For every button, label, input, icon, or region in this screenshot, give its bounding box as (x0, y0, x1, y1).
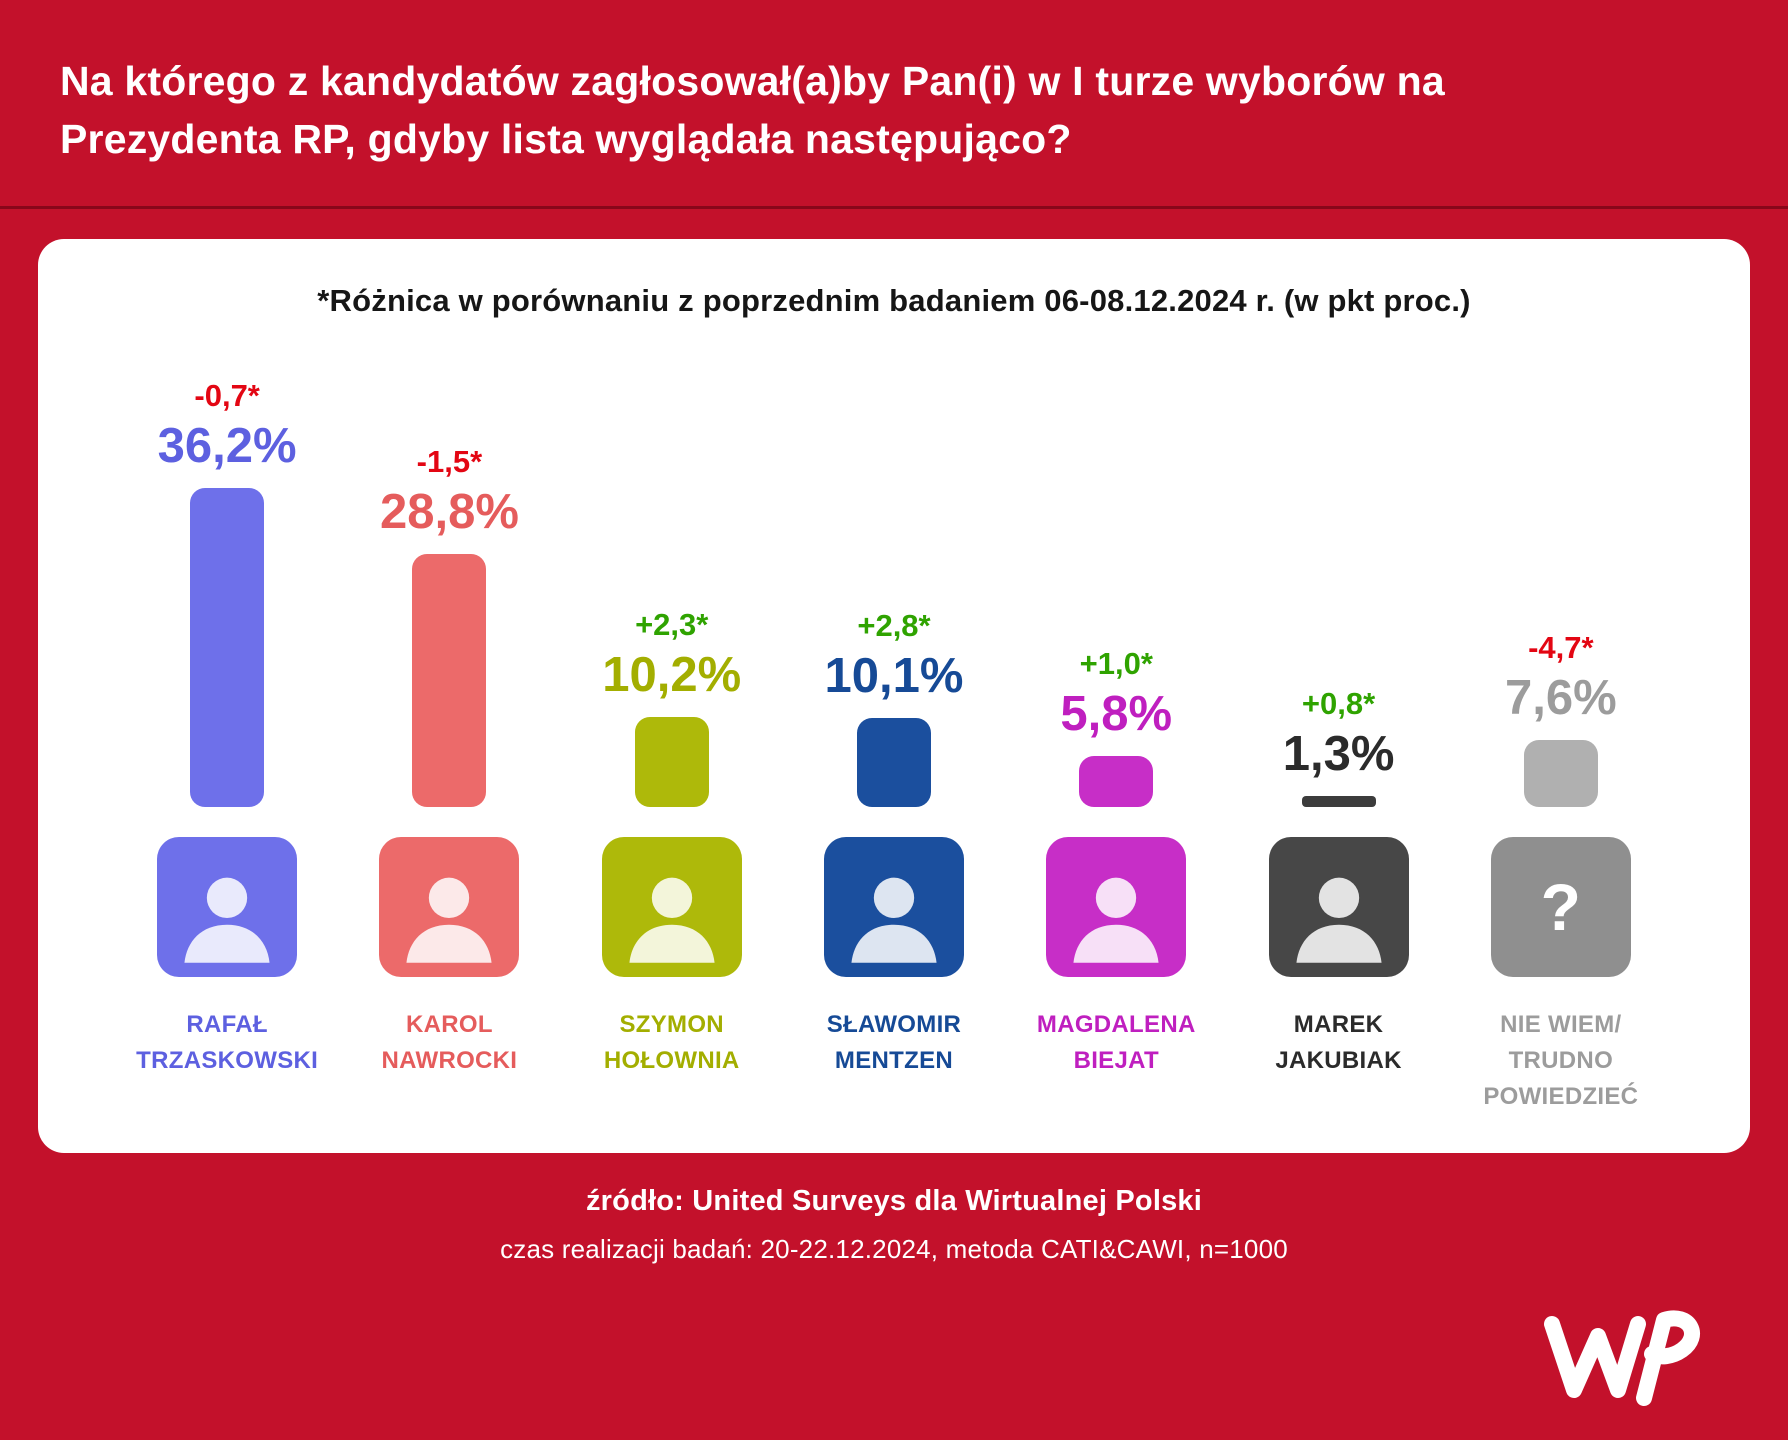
value-label: 7,6% (1504, 671, 1617, 726)
candidate-photo (601, 837, 742, 978)
change-label: +0,8* (1301, 686, 1376, 722)
candidate-name: NIE WIEM/ TRUDNO POWIEDZIEĆ (1483, 1011, 1639, 1111)
bar (856, 718, 931, 808)
bar (1301, 796, 1376, 808)
change-label: -4,7* (1528, 630, 1594, 666)
source-text: źródło: United Surveys dla Wirtualnej Po… (585, 1185, 1203, 1218)
bar (1079, 756, 1154, 808)
bar-stack: +2,8* 10,1% (824, 365, 964, 808)
person-icon (1295, 878, 1382, 964)
candidate-column: +2,3* 10,2% SZYMON HOŁOWNIA (561, 365, 783, 1115)
candidate-column: -1,5* 28,8% KAROL NAWROCKI (338, 365, 560, 1115)
bar (190, 488, 265, 808)
candidate-column: +0,8* 1,3% MAREK JAKUBIAK (1227, 365, 1449, 1115)
change-label: +2,3* (635, 607, 709, 643)
candidate-name: KAROL NAWROCKI (381, 1011, 518, 1075)
survey-details: czas realizacji badań: 20-22.12.2024, me… (500, 1234, 1288, 1265)
value-label: 5,8% (1060, 687, 1173, 742)
bar (1523, 740, 1598, 808)
value-label: 1,3% (1282, 727, 1395, 782)
candidate-name: RAFAŁ TRZASKOWSKI (136, 1011, 319, 1075)
bar-stack: -1,5* 28,8% (379, 365, 519, 808)
footer: źródło: United Surveys dla Wirtualnej Po… (0, 1185, 1788, 1265)
question-mark: ? (1540, 870, 1581, 945)
value-label: 10,2% (602, 648, 742, 703)
header-divider (0, 206, 1788, 210)
candidate-photo (1046, 837, 1187, 978)
candidate-name: MAREK JAKUBIAK (1275, 1011, 1402, 1075)
person-icon (406, 878, 492, 964)
chart-subtitle: *Różnica w porównaniu z poprzednim badan… (317, 283, 1471, 319)
candidate-column: -4,7* 7,6% ? NIE WIEM/ TRUDNO POWIEDZIEĆ (1450, 365, 1672, 1115)
candidate-column: +1,0* 5,8% MAGDALENA BIEJAT (1005, 365, 1227, 1115)
bar-stack: +1,0* 5,8% (1060, 365, 1173, 808)
bar-stack: +0,8* 1,3% (1282, 365, 1395, 808)
bar (634, 717, 709, 808)
page-title: Na którego z kandydatów zagłosował(a)by … (60, 58, 1445, 163)
person-icon (184, 878, 270, 964)
chart-card: *Różnica w porównaniu z poprzednim badan… (38, 239, 1750, 1154)
candidate-photo (157, 837, 298, 978)
bar-stack: -0,7* 36,2% (157, 365, 297, 808)
candidate-name: MAGDALENA BIEJAT (1036, 1011, 1196, 1075)
value-label: 28,8% (379, 485, 519, 540)
change-label: -1,5* (416, 444, 483, 480)
bar-stack: +2,3* 10,2% (602, 365, 742, 808)
change-label: -0,7* (194, 378, 260, 414)
candidate-column: +2,8* 10,1% SŁAWOMIR MENTZEN (783, 365, 1005, 1115)
candidate-photo: ? (1490, 837, 1631, 978)
candidate-column: -0,7* 36,2% RAFAŁ TRZASKOWSKI (116, 365, 338, 1115)
change-label: +2,8* (857, 608, 931, 644)
change-label: +1,0* (1079, 646, 1153, 682)
person-icon (629, 878, 715, 964)
candidate-photo (823, 837, 964, 978)
header: Na którego z kandydatów zagłosował(a)by … (0, 0, 1788, 168)
candidate-name: SŁAWOMIR MENTZEN (826, 1011, 962, 1075)
candidate-photo (1268, 837, 1409, 978)
person-icon (1073, 878, 1159, 964)
value-label: 10,1% (824, 649, 964, 704)
candidate-name: SZYMON HOŁOWNIA (603, 1011, 740, 1075)
wp-logo-icon (1544, 1310, 1700, 1406)
bar-stack: -4,7* 7,6% (1504, 365, 1617, 808)
person-icon (851, 878, 937, 964)
bar (412, 554, 487, 808)
value-label: 36,2% (157, 419, 297, 474)
bar-chart: -0,7* 36,2% RAFAŁ TRZASKOWSKI -1,5* 28,8… (68, 319, 1720, 1115)
candidate-photo (379, 837, 520, 978)
